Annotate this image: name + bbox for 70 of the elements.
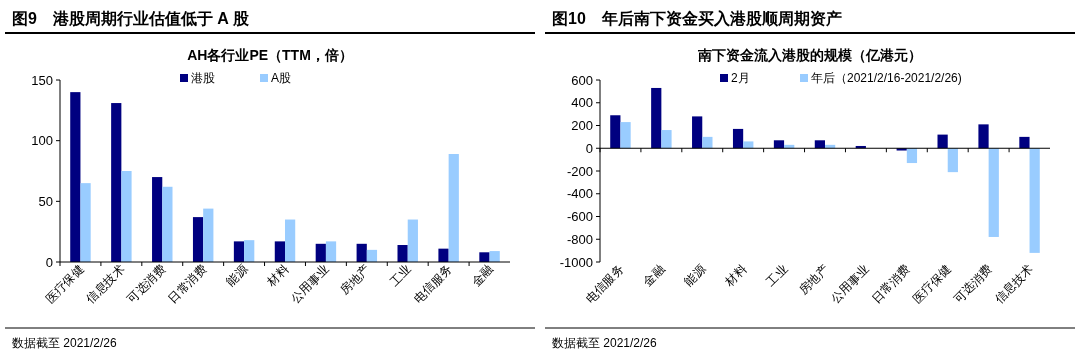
bar bbox=[70, 92, 81, 262]
x-tick-label: 材料 bbox=[721, 262, 750, 290]
text: 数据截至 2021/2/26 bbox=[552, 336, 658, 350]
x-tick-label: 能源 bbox=[681, 262, 709, 290]
bar bbox=[978, 124, 989, 149]
bar bbox=[814, 140, 825, 149]
bar bbox=[315, 243, 326, 262]
y-tick-label: 200 bbox=[571, 118, 593, 134]
legend-label: 年后（2021/2/16-2021/2/26) bbox=[811, 71, 962, 85]
bar bbox=[906, 148, 918, 164]
bar bbox=[692, 116, 703, 149]
y-tick-label: 50 bbox=[38, 193, 53, 209]
y-tick-label: -800 bbox=[566, 231, 593, 247]
bar bbox=[448, 154, 459, 262]
bar bbox=[111, 103, 122, 262]
bar bbox=[479, 252, 490, 262]
bar bbox=[407, 219, 418, 262]
text: 数据截至 2021/2/26 bbox=[12, 336, 118, 350]
bar bbox=[1019, 136, 1030, 149]
bar bbox=[285, 219, 296, 262]
bar bbox=[651, 87, 662, 149]
bar bbox=[937, 134, 948, 149]
x-tick-label: 工业 bbox=[763, 262, 791, 290]
x-tick-label: 医疗保健 bbox=[910, 262, 954, 307]
bar bbox=[661, 130, 672, 149]
bar bbox=[203, 208, 214, 262]
bar bbox=[732, 128, 744, 149]
bar bbox=[743, 141, 754, 149]
chart-subtitle: AH各行业PE（TTM，倍） bbox=[187, 47, 353, 63]
legend-label: A股 bbox=[271, 71, 292, 85]
bar bbox=[233, 241, 245, 262]
x-tick-label: 工业 bbox=[386, 262, 414, 290]
y-tick-label: 600 bbox=[571, 72, 593, 88]
x-tick-label: 房地产 bbox=[337, 262, 373, 298]
bar bbox=[397, 245, 408, 262]
bar bbox=[80, 183, 91, 262]
y-tick-label: -600 bbox=[566, 209, 593, 225]
x-tick-label: 信息技术 bbox=[991, 262, 1036, 307]
y-tick-label: -400 bbox=[566, 186, 593, 202]
legend-label: 港股 bbox=[191, 71, 215, 85]
x-tick-label: 金融 bbox=[468, 262, 496, 290]
y-tick-label: 0 bbox=[585, 140, 593, 156]
y-tick-label: 100 bbox=[31, 133, 53, 149]
x-tick-label: 金融 bbox=[640, 262, 668, 290]
bar bbox=[152, 177, 163, 262]
bar bbox=[988, 148, 999, 237]
bar bbox=[610, 115, 621, 149]
bar bbox=[438, 248, 449, 262]
bar bbox=[702, 136, 713, 149]
legend-label: 2月 bbox=[731, 71, 750, 85]
bar bbox=[325, 241, 337, 262]
y-tick-label: 400 bbox=[571, 95, 593, 111]
bar bbox=[274, 241, 285, 262]
bar bbox=[947, 148, 958, 173]
y-tick-label: -200 bbox=[566, 163, 593, 179]
x-tick-label: 能源 bbox=[223, 262, 251, 290]
bar bbox=[244, 240, 255, 262]
y-tick-label: -1000 bbox=[559, 254, 593, 270]
bar bbox=[162, 186, 173, 262]
y-tick-label: 0 bbox=[45, 254, 53, 270]
bar bbox=[1029, 148, 1040, 253]
chart-subtitle: 南下资金流入港股的规模（亿港元） bbox=[697, 47, 922, 63]
bar bbox=[192, 217, 204, 262]
bar bbox=[773, 140, 785, 149]
bar bbox=[121, 171, 132, 262]
bar bbox=[620, 122, 631, 149]
chart-title: 图10 年后南下资金买入港股顺周期资产 bbox=[552, 10, 842, 27]
y-tick-label: 150 bbox=[31, 72, 53, 88]
chart-title: 图9 港股周期行业估值低于 A 股 bbox=[12, 10, 250, 27]
bar bbox=[356, 243, 367, 262]
